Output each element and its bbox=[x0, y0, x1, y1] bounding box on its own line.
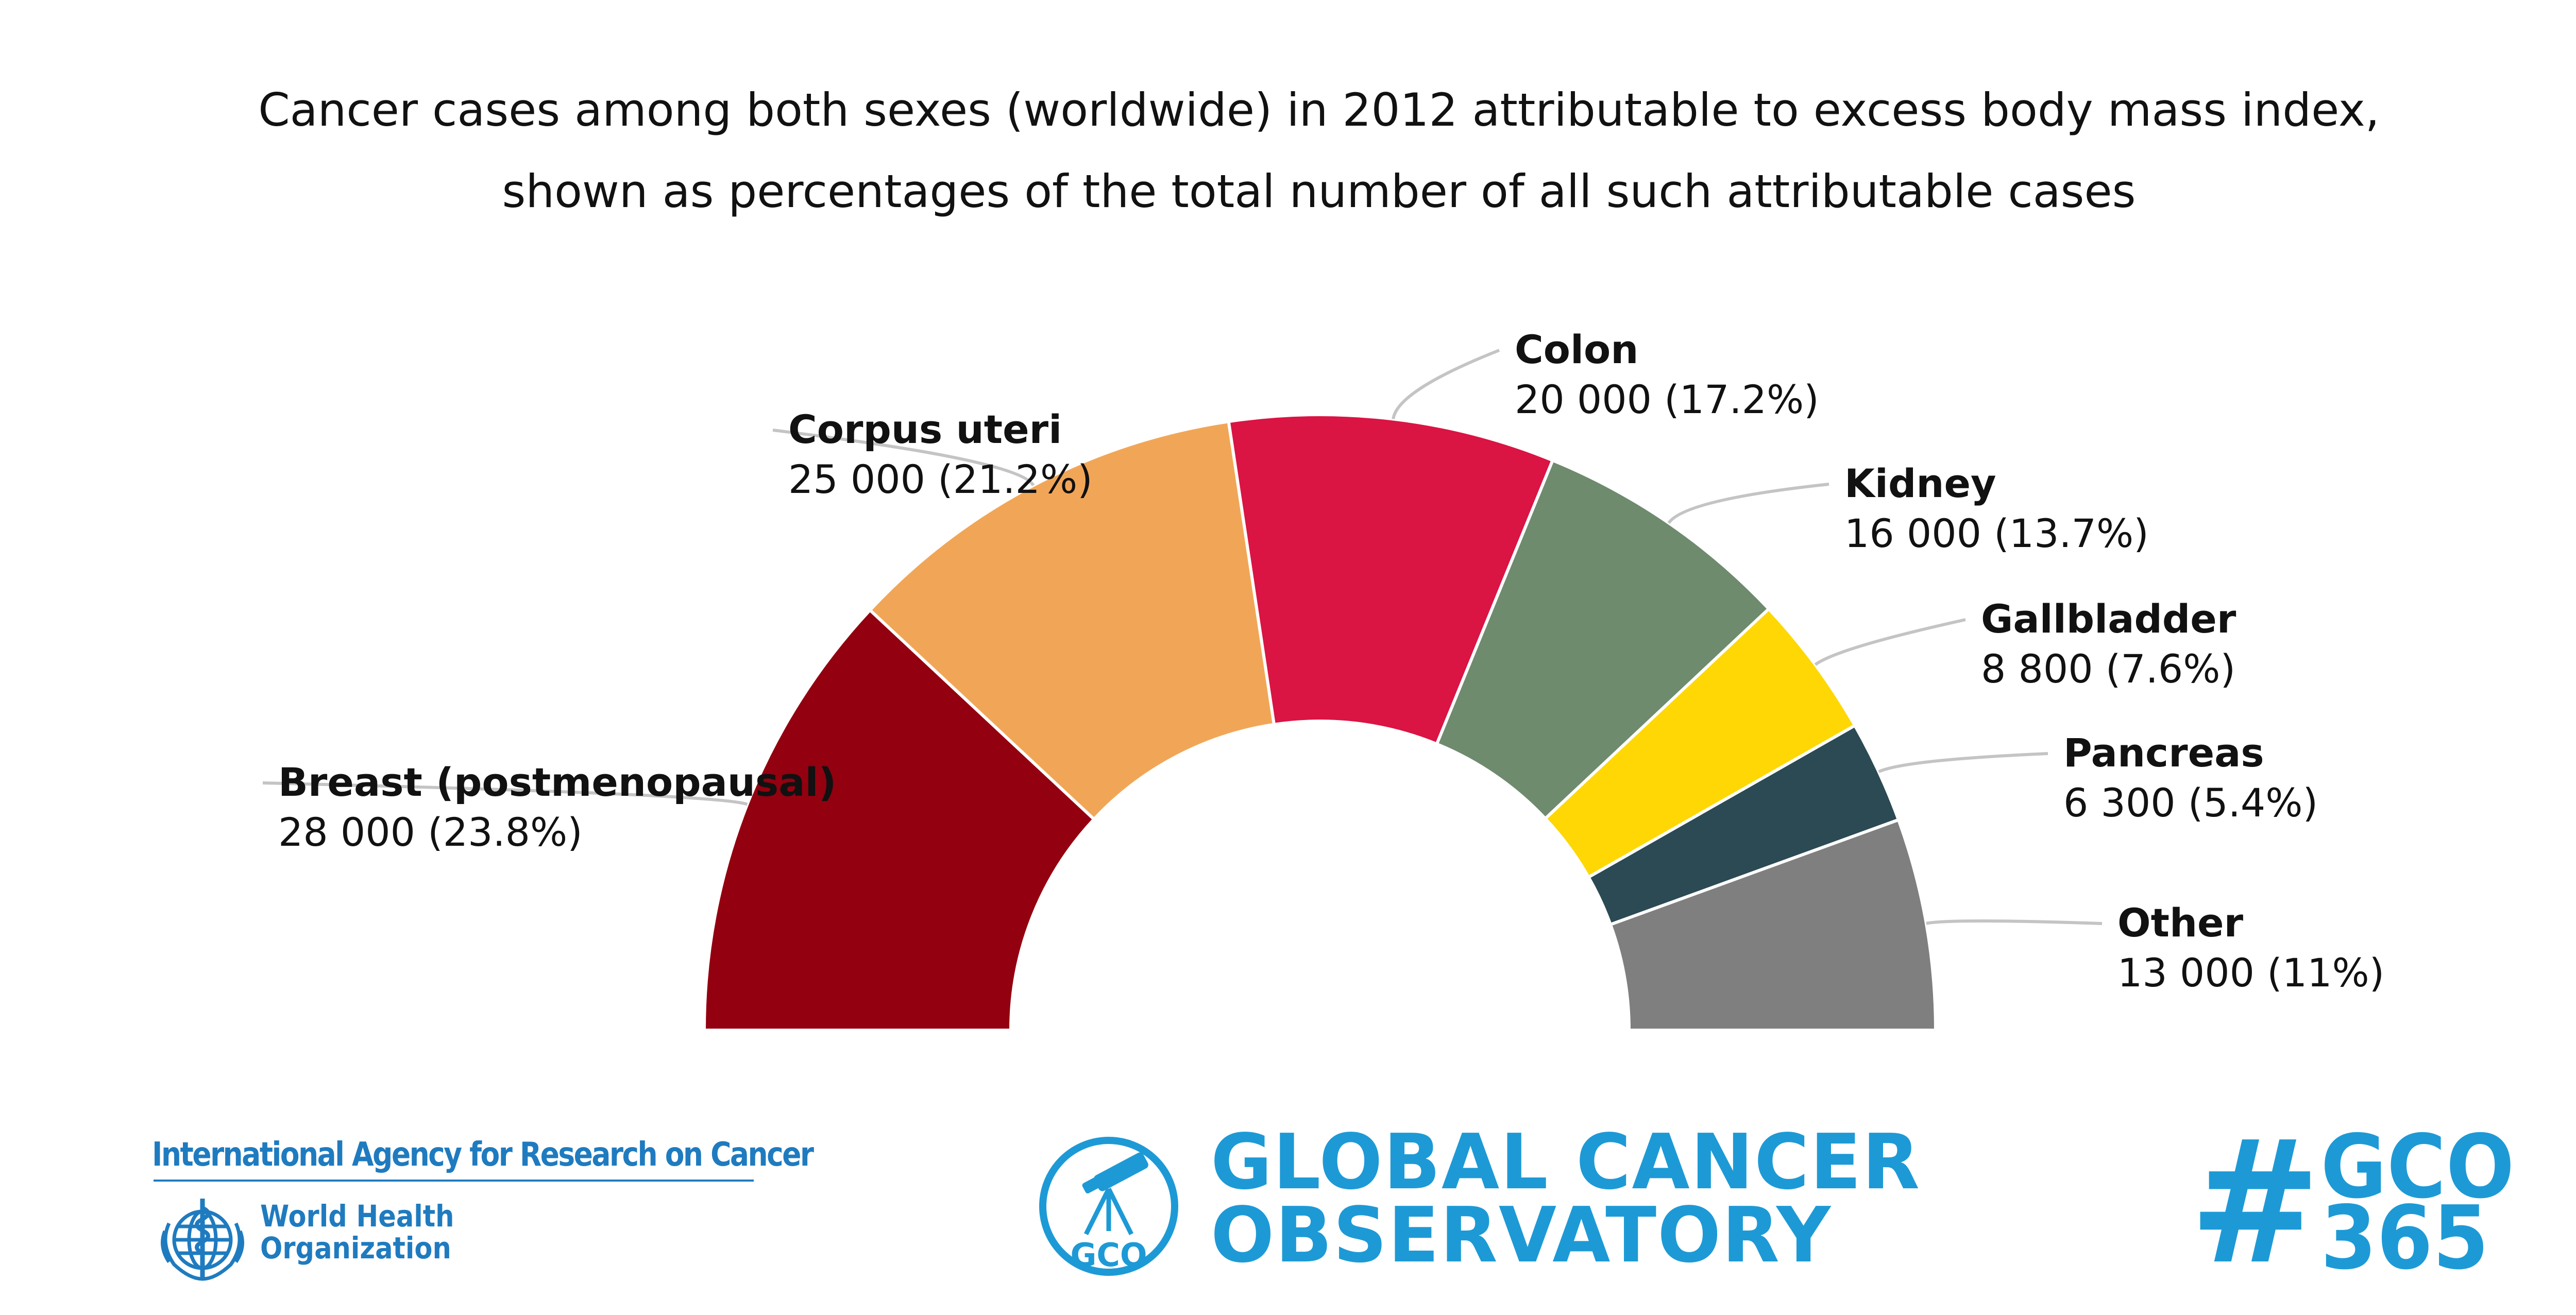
telescope-icon bbox=[1082, 1152, 1148, 1236]
slice-label-other: Other bbox=[2117, 900, 2244, 946]
chart-labels: Breast (postmenopausal)28 000 (23.8%) Cor… bbox=[278, 327, 2384, 996]
leader-line-colon bbox=[1392, 349, 1500, 420]
gco-title-line-1: GLOBAL CANCER bbox=[1211, 1118, 1921, 1206]
hashtag-line-1: GCO bbox=[2320, 1116, 2515, 1218]
slice-colon bbox=[1227, 413, 1555, 746]
slice-value-other: 13 000 (11%) bbox=[2117, 950, 2384, 996]
leader-line-pancreas bbox=[1878, 752, 2048, 774]
gco-logo: GCO bbox=[1036, 1133, 1182, 1282]
gco-title-line-2: OBSERVATORY bbox=[1211, 1191, 1832, 1279]
slice-value-corpus-uteri: 25 000 (21.2%) bbox=[788, 456, 1093, 502]
slice-value-breast-postmenopausal: 28 000 (23.8%) bbox=[278, 809, 583, 855]
slice-label-kidney: Kidney bbox=[1844, 460, 1996, 506]
slice-corpus-uteri bbox=[868, 419, 1276, 822]
slice-label-gallbladder: Gallbladder bbox=[1981, 596, 2236, 642]
slice-breast-postmenopausal bbox=[702, 608, 1096, 1032]
who-name-line-1: World Health bbox=[260, 1199, 454, 1234]
slice-label-colon: Colon bbox=[1515, 327, 1638, 372]
iarc-name: International Agency for Research on Can… bbox=[152, 1136, 814, 1174]
chart-title-line-2: shown as percentages of the total number… bbox=[502, 165, 2136, 218]
slice-value-kidney: 16 000 (13.7%) bbox=[1844, 510, 2149, 556]
iarc-divider bbox=[154, 1180, 754, 1182]
leader-line-kidney bbox=[1667, 483, 1829, 524]
slice-value-gallbladder: 8 800 (7.6%) bbox=[1981, 646, 2235, 692]
hashtag-symbol: # bbox=[2190, 1104, 2321, 1302]
slice-label-corpus-uteri: Corpus uteri bbox=[788, 406, 1062, 452]
who-name-line-2: Organization bbox=[260, 1231, 451, 1266]
gco-badge-text: GCO bbox=[1070, 1236, 1147, 1274]
who-logo-icon bbox=[154, 1192, 251, 1285]
leader-line-other bbox=[1926, 919, 2103, 925]
leader-line-breast-postmenopausal bbox=[262, 781, 748, 806]
chart-slices bbox=[702, 413, 1938, 1032]
hashtag-line-2: 365 bbox=[2320, 1187, 2489, 1289]
chart-title: Cancer cases among both sexes (worldwide… bbox=[0, 70, 2576, 232]
slice-label-breast-postmenopausal: Breast (postmenopausal) bbox=[278, 759, 836, 805]
chart-leader-lines bbox=[262, 349, 2103, 925]
gco-title: GLOBAL CANCER OBSERVATORY bbox=[1211, 1118, 1921, 1279]
leader-line-corpus-uteri bbox=[772, 429, 1035, 487]
leader-line-gallbladder bbox=[1814, 618, 1966, 666]
slice-kidney bbox=[1434, 458, 1771, 821]
slice-other bbox=[1608, 817, 1938, 1032]
who-name: World Health Organization bbox=[260, 1200, 454, 1264]
slice-value-pancreas: 6 300 (5.4%) bbox=[2063, 780, 2318, 826]
chart-title-line-1: Cancer cases among both sexes (worldwide… bbox=[258, 83, 2380, 136]
slice-value-colon: 20 000 (17.2%) bbox=[1515, 377, 1819, 422]
hashtag: # GCO 365 bbox=[2190, 1116, 2515, 1289]
slice-label-pancreas: Pancreas bbox=[2063, 730, 2264, 776]
